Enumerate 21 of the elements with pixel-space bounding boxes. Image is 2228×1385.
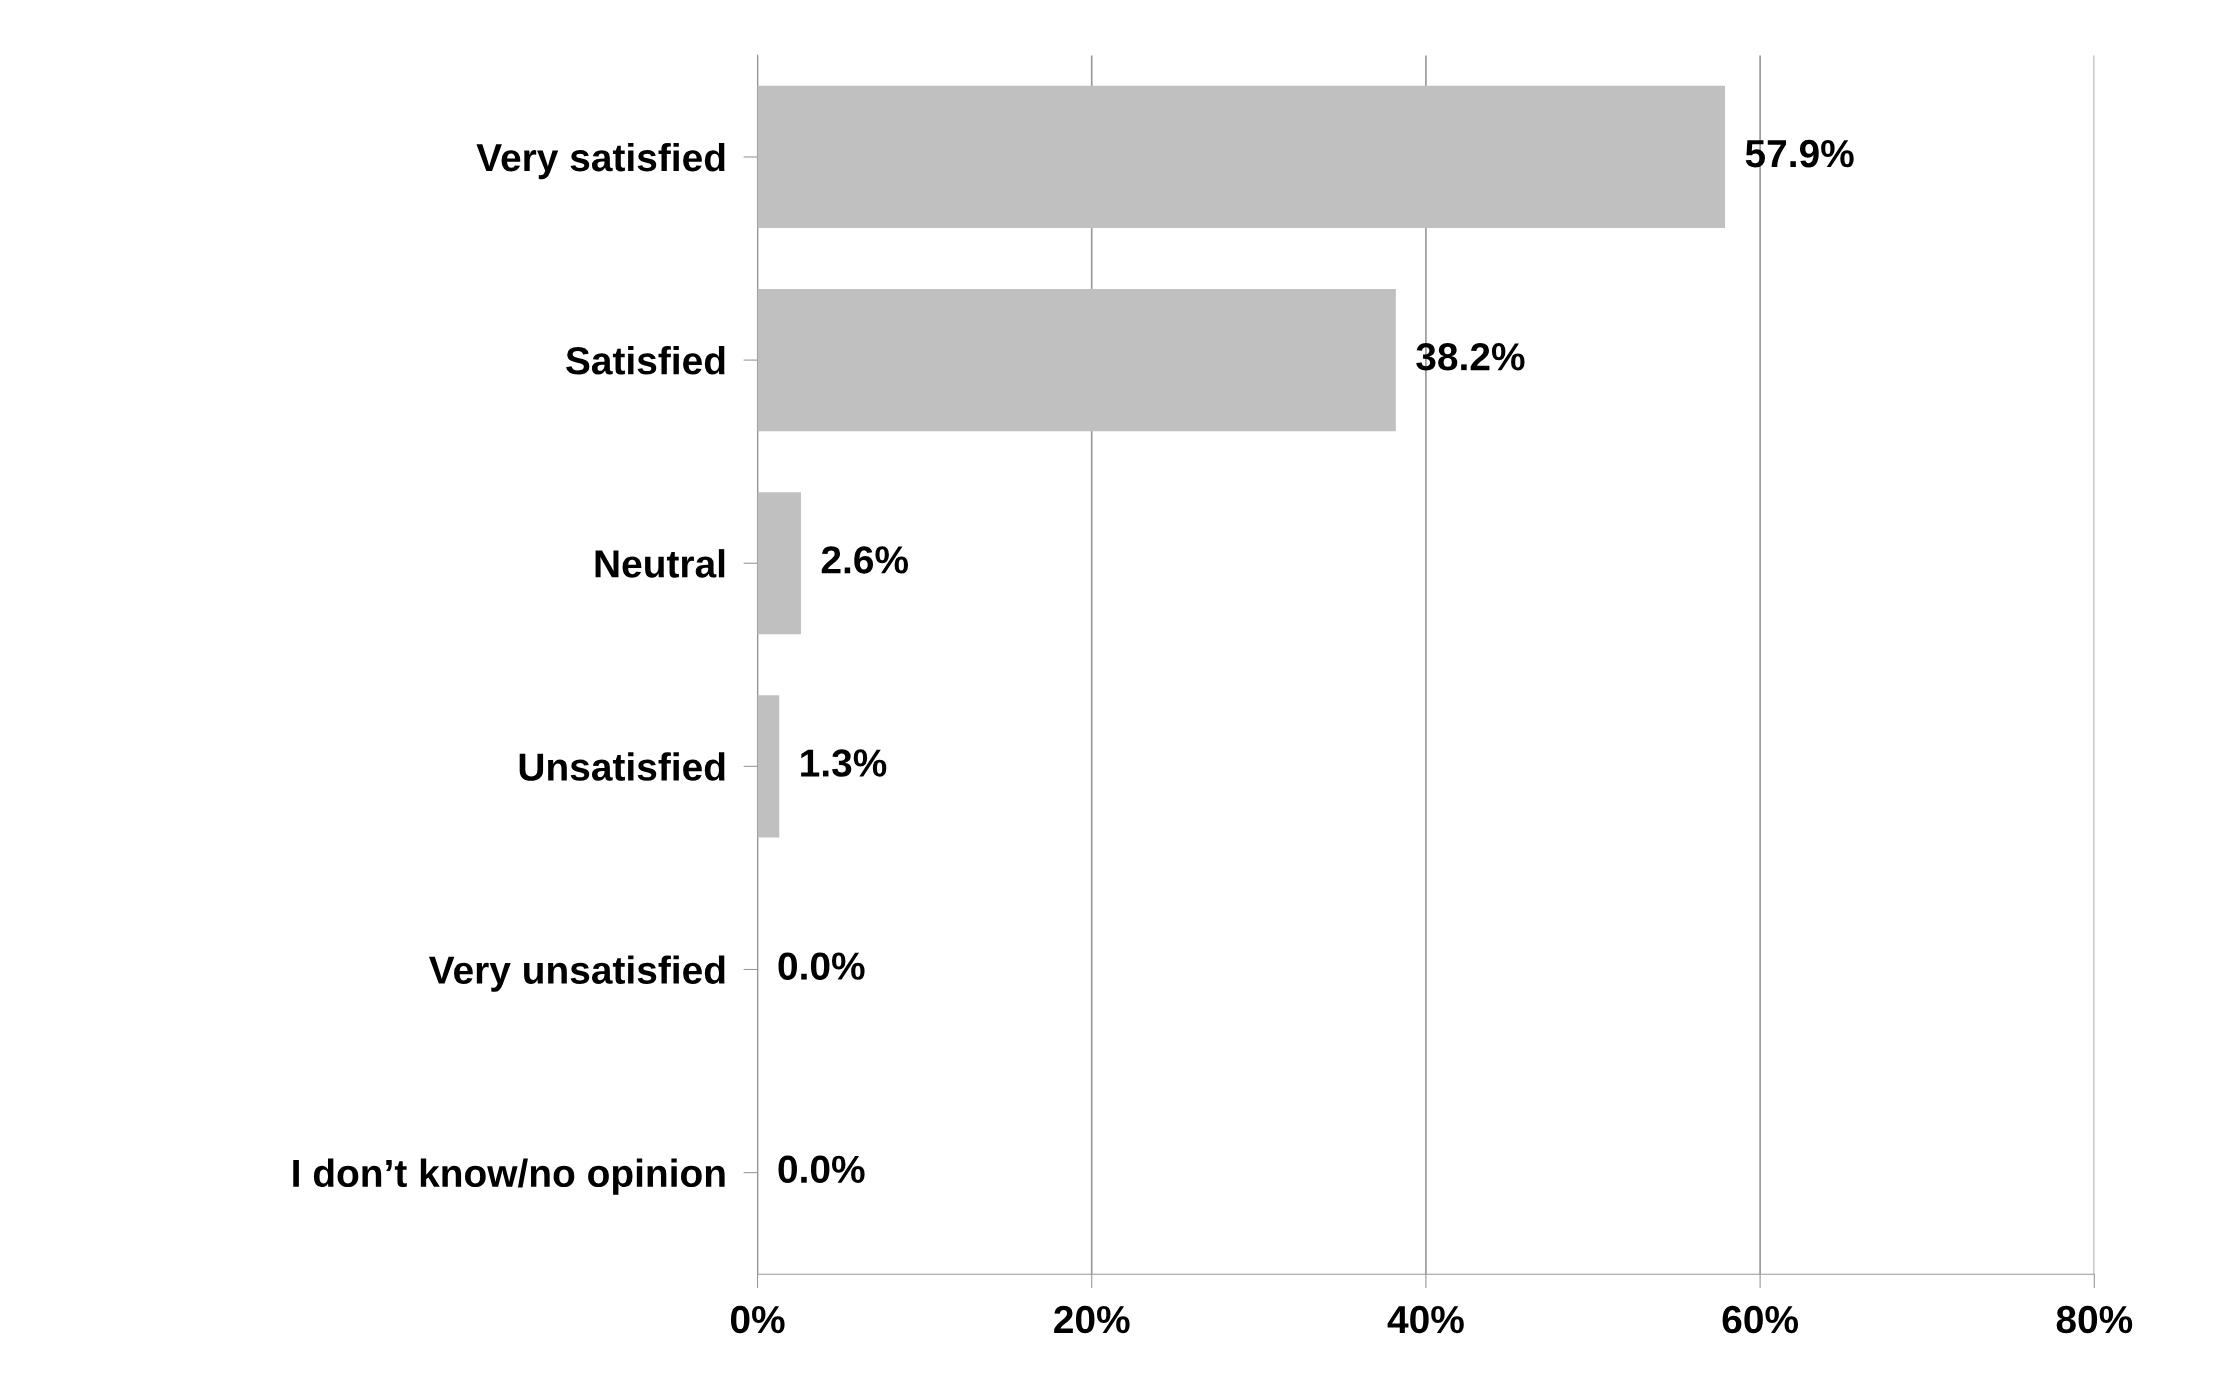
bar — [757, 289, 1396, 432]
y-tick-label: I don’t know/no opinion — [293, 1158, 725, 1195]
x-tick-label: 20% — [1054, 1305, 1130, 1334]
y-tick-label: Unsatisfied — [519, 752, 725, 781]
data-label: 0.0% — [778, 1155, 865, 1184]
data-label: 2.6% — [821, 546, 909, 574]
data-label: 57.9% — [1745, 139, 1854, 168]
x-tick-label: 60% — [1722, 1305, 1799, 1334]
bar — [757, 85, 1726, 229]
bar — [757, 695, 780, 838]
bar — [757, 492, 801, 635]
y-tick-label: Satisfied — [566, 346, 725, 375]
x-tick-label: 80% — [2056, 1305, 2133, 1334]
y-tick-label: Very satisfied — [476, 142, 725, 180]
y-tick-label: Very unsatisfied — [428, 955, 725, 992]
data-label: 38.2% — [1416, 343, 1525, 371]
data-label: 0.0% — [778, 952, 865, 980]
y-tick-label: Neutral — [595, 549, 725, 578]
x-tick-label: 40% — [1387, 1305, 1464, 1334]
data-label: 1.3% — [801, 749, 887, 777]
x-tick-label: 0% — [730, 1305, 785, 1334]
